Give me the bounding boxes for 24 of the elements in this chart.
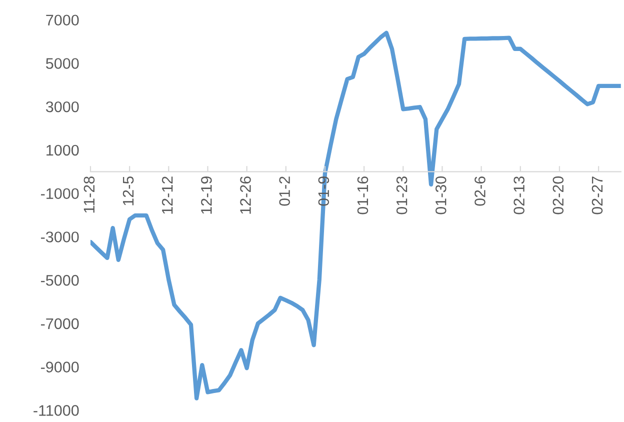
x-tick-label: 01-23 <box>396 176 408 214</box>
x-tick-label: 12-5 <box>122 176 134 206</box>
y-tick-label: 7000 <box>46 14 79 26</box>
y-tick-label: -11000 <box>34 405 79 416</box>
x-tick-label: 01-9 <box>318 176 330 206</box>
y-tick-label: -5000 <box>40 274 79 286</box>
y-tick-label: 3000 <box>46 101 79 112</box>
y-tick-label: 1000 <box>46 144 79 156</box>
y-tick-label: -9000 <box>40 362 79 372</box>
x-tick-label: 01-16 <box>357 176 368 214</box>
x-tick-label: 02-20 <box>552 176 564 214</box>
x-tick-label: 01-2 <box>279 176 290 206</box>
x-tick-label: 12-12 <box>162 176 173 214</box>
x-tick-label: 12-26 <box>240 176 251 214</box>
x-tick-label: 12-19 <box>201 176 212 214</box>
y-tick-label: -7000 <box>40 318 79 330</box>
x-tick-label: 11-28 <box>84 176 95 213</box>
y-tick-label: -1000 <box>40 188 79 200</box>
x-tick-label: 02-6 <box>474 176 486 206</box>
x-tick-label: 01-30 <box>436 176 446 214</box>
y-tick-label: -3000 <box>40 232 79 242</box>
x-tick-label: 02-13 <box>514 176 524 214</box>
x-tick-label: 02-27 <box>592 176 603 214</box>
y-tick-label: 5000 <box>46 58 79 69</box>
